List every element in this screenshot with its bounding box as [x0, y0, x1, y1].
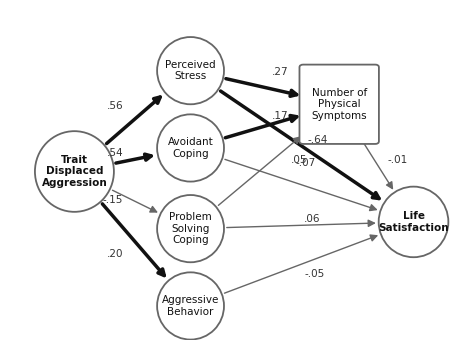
- Ellipse shape: [35, 131, 114, 212]
- Text: Avoidant
Coping: Avoidant Coping: [168, 137, 213, 159]
- Text: Life
Satisfaction: Life Satisfaction: [378, 211, 449, 233]
- Text: .54: .54: [107, 148, 123, 158]
- Text: -.15: -.15: [103, 195, 123, 205]
- Ellipse shape: [379, 187, 448, 257]
- Ellipse shape: [157, 272, 224, 340]
- Text: Trait
Displaced
Aggression: Trait Displaced Aggression: [42, 155, 107, 188]
- Text: -.07: -.07: [295, 158, 315, 168]
- Text: -.01: -.01: [388, 155, 408, 165]
- Text: -.64: -.64: [307, 134, 328, 144]
- Text: .56: .56: [107, 101, 123, 111]
- Text: Number of
Physical
Symptoms: Number of Physical Symptoms: [311, 88, 367, 121]
- FancyBboxPatch shape: [300, 64, 379, 144]
- Ellipse shape: [157, 195, 224, 262]
- Text: Problem
Solving
Coping: Problem Solving Coping: [169, 212, 212, 245]
- Ellipse shape: [157, 37, 224, 104]
- Text: .05: .05: [291, 155, 307, 165]
- Text: Aggressive
Behavior: Aggressive Behavior: [162, 295, 219, 317]
- Text: .17: .17: [272, 111, 289, 121]
- Text: Perceived
Stress: Perceived Stress: [165, 60, 216, 81]
- Text: .06: .06: [304, 214, 321, 224]
- Ellipse shape: [157, 114, 224, 181]
- Text: .27: .27: [272, 67, 289, 77]
- Text: .20: .20: [107, 249, 123, 259]
- Text: -.05: -.05: [304, 269, 325, 279]
